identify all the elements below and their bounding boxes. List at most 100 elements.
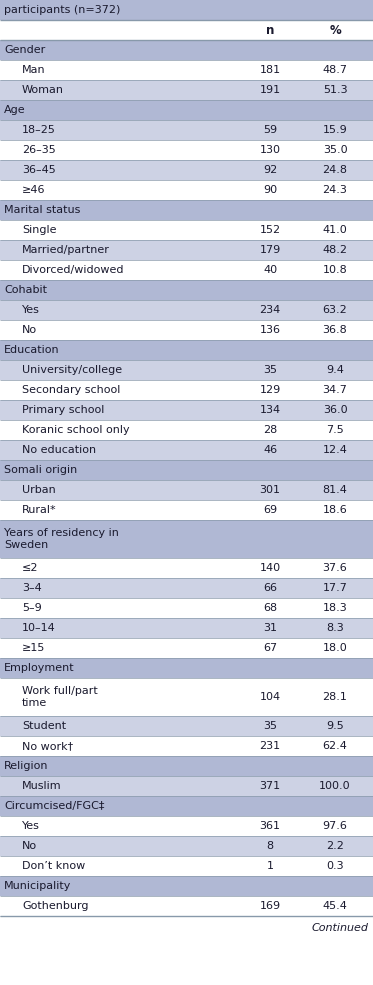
Bar [0, 80, 373, 100]
Bar [0, 618, 373, 638]
Text: Work full/part
time: Work full/part time [22, 687, 98, 708]
Text: 9.4: 9.4 [326, 365, 344, 375]
Text: 36–45: 36–45 [22, 165, 56, 175]
Text: participants (n=372): participants (n=372) [4, 5, 120, 15]
Bar [0, 240, 373, 260]
Bar [0, 598, 373, 618]
Bar [0, 20, 373, 40]
Text: 130: 130 [260, 145, 280, 155]
Text: Yes: Yes [22, 305, 40, 315]
Bar [0, 896, 373, 916]
Text: 45.4: 45.4 [323, 901, 347, 911]
Text: 46: 46 [263, 445, 277, 455]
Text: 36.8: 36.8 [323, 325, 347, 335]
Text: 181: 181 [260, 65, 280, 75]
Text: Muslim: Muslim [22, 781, 62, 791]
Text: 18.0: 18.0 [323, 643, 347, 653]
Text: 81.4: 81.4 [323, 485, 347, 495]
Text: Secondary school: Secondary school [22, 385, 120, 395]
Text: n: n [266, 24, 274, 36]
Bar [0, 520, 373, 558]
Text: 28: 28 [263, 425, 277, 435]
Bar [0, 100, 373, 120]
Text: 59: 59 [263, 125, 277, 135]
Text: ≤2: ≤2 [22, 563, 38, 573]
Text: 179: 179 [259, 245, 280, 255]
Text: 5–9: 5–9 [22, 603, 42, 613]
Text: 24.8: 24.8 [323, 165, 348, 175]
Text: Don’t know: Don’t know [22, 861, 85, 871]
Text: 62.4: 62.4 [323, 741, 347, 751]
Text: 41.0: 41.0 [323, 225, 347, 235]
Text: Woman: Woman [22, 85, 64, 95]
Bar [0, 716, 373, 736]
Text: 10–14: 10–14 [22, 623, 56, 633]
Text: 35.0: 35.0 [323, 145, 347, 155]
Text: ≥15: ≥15 [22, 643, 46, 653]
Text: 9.5: 9.5 [326, 721, 344, 731]
Bar [0, 500, 373, 520]
Bar [0, 300, 373, 320]
Bar [0, 40, 373, 60]
Bar [0, 420, 373, 440]
Text: Divorced/widowed: Divorced/widowed [22, 265, 125, 275]
Text: 66: 66 [263, 583, 277, 593]
Text: Municipality: Municipality [4, 881, 71, 891]
Bar [0, 320, 373, 340]
Bar [0, 440, 373, 460]
Text: 104: 104 [260, 692, 280, 702]
Text: 231: 231 [260, 741, 280, 751]
Text: 68: 68 [263, 603, 277, 613]
Text: 34.7: 34.7 [323, 385, 347, 395]
Bar [0, 140, 373, 160]
Text: 10.8: 10.8 [323, 265, 347, 275]
Text: 51.3: 51.3 [323, 85, 347, 95]
Text: 63.2: 63.2 [323, 305, 347, 315]
Text: 1: 1 [266, 861, 273, 871]
Text: 129: 129 [259, 385, 280, 395]
Bar [0, 200, 373, 220]
Bar [0, 60, 373, 80]
Text: 371: 371 [260, 781, 280, 791]
Bar [0, 856, 373, 876]
Bar [0, 180, 373, 200]
Text: 12.4: 12.4 [323, 445, 347, 455]
Text: No work†: No work† [22, 741, 73, 751]
Bar [0, 638, 373, 658]
Text: 136: 136 [260, 325, 280, 335]
Bar [0, 658, 373, 678]
Bar [0, 756, 373, 776]
Text: ≥46: ≥46 [22, 185, 46, 195]
Text: 7.5: 7.5 [326, 425, 344, 435]
Bar [0, 796, 373, 816]
Text: 18.3: 18.3 [323, 603, 347, 613]
Bar [0, 0, 373, 20]
Text: Gothenburg: Gothenburg [22, 901, 88, 911]
Text: No: No [22, 841, 37, 851]
Bar [0, 776, 373, 796]
Text: 90: 90 [263, 185, 277, 195]
Bar [0, 480, 373, 500]
Text: Student: Student [22, 721, 66, 731]
Text: 26–35: 26–35 [22, 145, 56, 155]
Bar [0, 460, 373, 480]
Text: Religion: Religion [4, 761, 48, 771]
Text: Continued: Continued [312, 923, 369, 933]
Text: Circumcised/FGC‡: Circumcised/FGC‡ [4, 801, 104, 811]
Bar [0, 220, 373, 240]
Text: 140: 140 [260, 563, 280, 573]
Text: 301: 301 [260, 485, 280, 495]
Text: 35: 35 [263, 365, 277, 375]
Bar [0, 816, 373, 836]
Bar [0, 380, 373, 400]
Text: Koranic school only: Koranic school only [22, 425, 130, 435]
Text: 8: 8 [266, 841, 273, 851]
Text: 134: 134 [260, 405, 280, 415]
Text: 48.2: 48.2 [323, 245, 348, 255]
Text: Rural*: Rural* [22, 505, 57, 515]
Text: 69: 69 [263, 505, 277, 515]
Text: 36.0: 36.0 [323, 405, 347, 415]
Text: 15.9: 15.9 [323, 125, 347, 135]
Text: 35: 35 [263, 721, 277, 731]
Text: 97.6: 97.6 [323, 821, 347, 831]
